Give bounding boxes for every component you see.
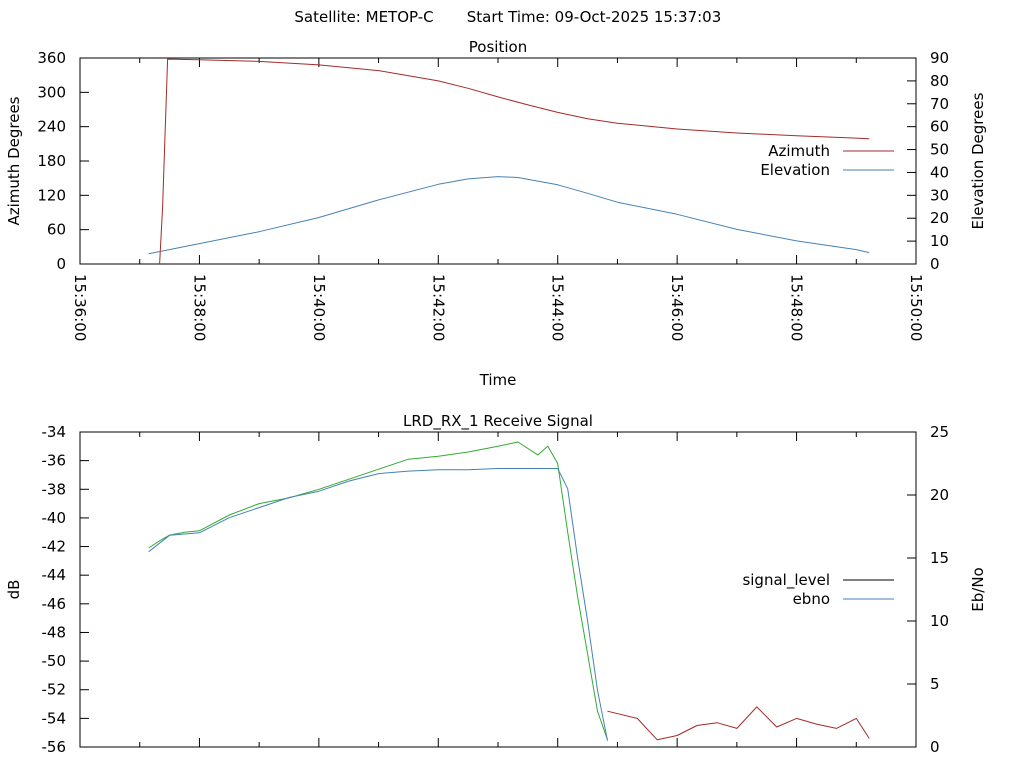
y2-axis-label: Elevation Degrees xyxy=(969,92,987,229)
y-tick-label: 60 xyxy=(47,221,66,239)
y2-tick-label: 10 xyxy=(930,232,949,250)
y-tick-label: -38 xyxy=(42,480,67,498)
series-line-azimuth xyxy=(159,58,870,265)
x-tick-label: 15:42:00 xyxy=(429,274,447,341)
y-tick-label: 360 xyxy=(37,49,66,67)
legend-label: ebno xyxy=(793,590,830,608)
y2-tick-label: 50 xyxy=(930,141,949,159)
y2-tick-label: 20 xyxy=(930,486,949,504)
satellite-title: Satellite: METOP-C xyxy=(294,8,433,26)
y-tick-label: -36 xyxy=(42,452,67,470)
x-tick-label: 15:38:00 xyxy=(190,274,208,341)
y2-tick-label: 10 xyxy=(930,612,949,630)
y-tick-label: -34 xyxy=(42,423,67,441)
y-axis-label: Azimuth Degrees xyxy=(5,96,23,225)
y2-tick-label: 15 xyxy=(930,549,949,567)
y-tick-label: 300 xyxy=(37,83,66,101)
y-tick-label: 120 xyxy=(37,186,66,204)
y-tick-label: -42 xyxy=(42,538,67,556)
series-line-ebno xyxy=(148,468,608,741)
y-tick-label: 0 xyxy=(56,255,66,273)
y2-tick-label: 60 xyxy=(930,118,949,136)
legend-label: signal_level xyxy=(742,571,830,590)
receive-signal-chart: LRD_RX_1 Receive Signal -56 -54 -52 -50 -48 -4… xyxy=(5,412,987,756)
legend-label: Azimuth xyxy=(768,142,830,160)
y2-tick-label: 40 xyxy=(930,163,949,181)
y2-tick-label: 0 xyxy=(930,738,940,756)
y-tick-label: -48 xyxy=(42,623,67,641)
y2-tick-label: 80 xyxy=(930,72,949,90)
y-axis-label: dB xyxy=(5,580,23,600)
position-chart: Position 15:36:00 15:38:00 15:40:00 15:42:00… xyxy=(5,38,987,389)
series-line-elevation xyxy=(148,176,870,255)
series-line-signal-level xyxy=(148,441,608,740)
y2-axis-label: Eb/No xyxy=(969,567,987,611)
x-tick-label: 15:50:00 xyxy=(907,274,925,341)
y-tick-label: 180 xyxy=(37,152,66,170)
y-tick-label: -44 xyxy=(42,566,67,584)
x-axis-label: Time xyxy=(479,371,517,389)
legend-label: Elevation xyxy=(760,161,830,179)
y2-tick-label: 25 xyxy=(930,423,949,441)
y2-tick-label: 30 xyxy=(930,186,949,204)
y-tick-label: -54 xyxy=(42,709,67,727)
y-tick-label: 240 xyxy=(37,118,66,136)
y2-tick-label: 70 xyxy=(930,95,949,113)
y2-tick-label: 90 xyxy=(930,49,949,67)
x-tick-label: 15:40:00 xyxy=(310,274,328,341)
y2-tick-label: 5 xyxy=(930,675,940,693)
chart-title: Position xyxy=(469,38,527,56)
start-time-title: Start Time: 09-Oct-2025 15:37:03 xyxy=(467,8,722,26)
y-tick-label: -46 xyxy=(42,595,67,613)
x-tick-label: 15:46:00 xyxy=(668,274,686,341)
series-line-noise xyxy=(607,706,870,741)
y2-tick-label: 0 xyxy=(930,255,940,273)
x-tick-label: 15:44:00 xyxy=(549,274,567,341)
y2-tick-label: 20 xyxy=(930,209,949,227)
y-tick-label: -56 xyxy=(42,738,67,756)
x-tick-label: 15:48:00 xyxy=(788,274,806,341)
y-tick-label: -50 xyxy=(42,652,67,670)
y-tick-label: -40 xyxy=(42,509,67,527)
plot-frame xyxy=(79,431,917,748)
chart-title: LRD_RX_1 Receive Signal xyxy=(403,412,593,431)
x-tick-label: 15:36:00 xyxy=(71,274,89,341)
y-tick-label: -52 xyxy=(42,681,67,699)
